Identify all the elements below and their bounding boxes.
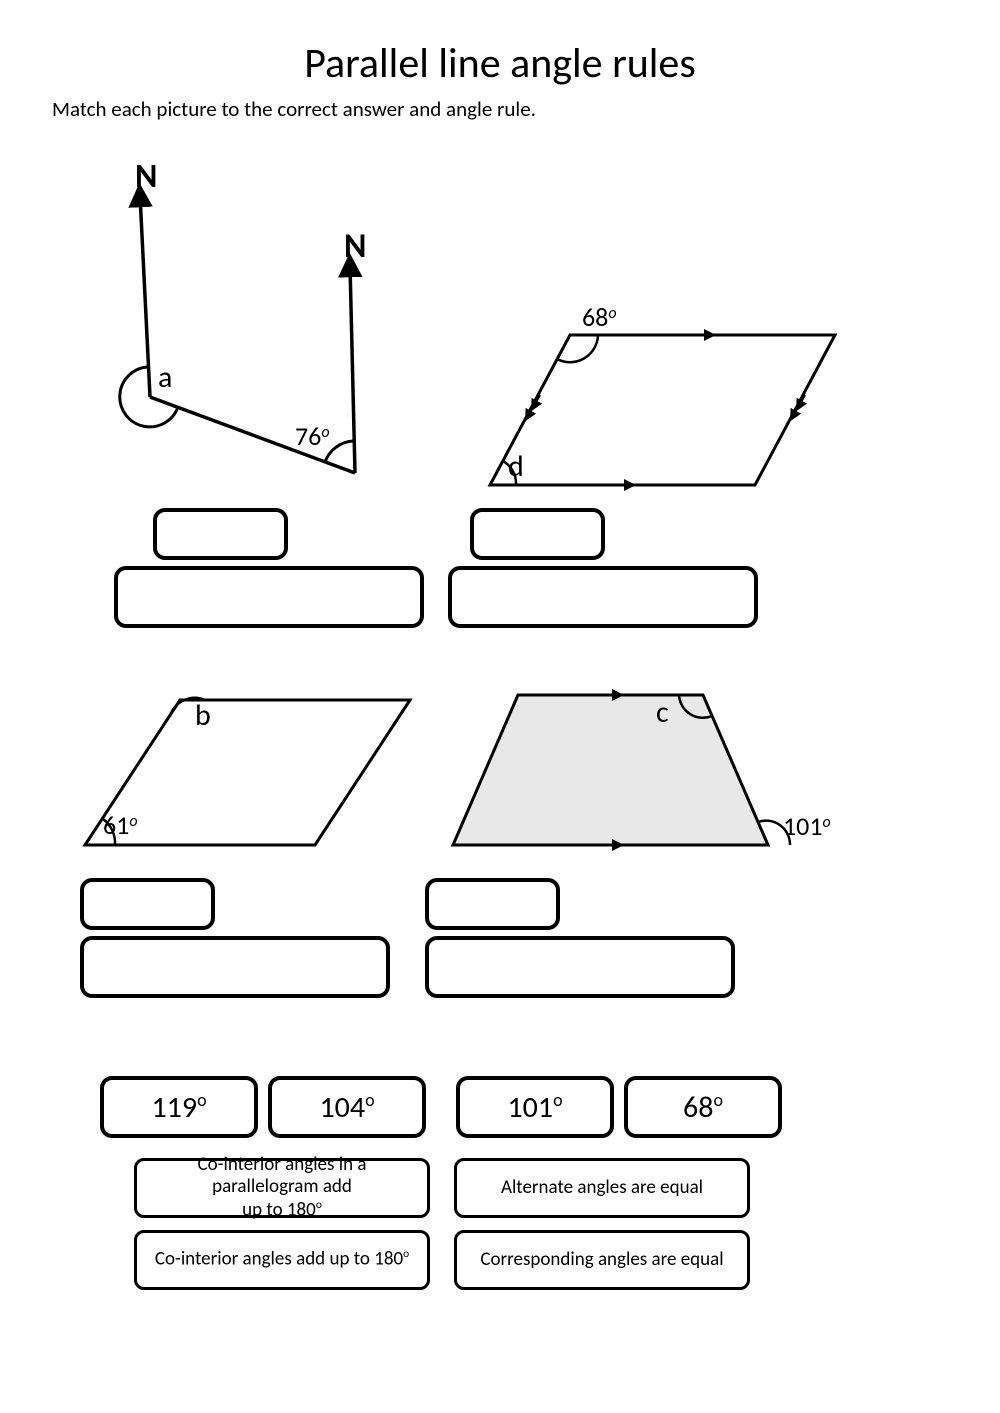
angle-d-label: d xyxy=(508,448,524,485)
answer-box-b[interactable] xyxy=(80,878,215,930)
rule-box-c[interactable] xyxy=(425,936,735,998)
diagram-d: 68o d xyxy=(450,290,870,510)
angle-68-value: 68o xyxy=(582,301,617,333)
answer-101[interactable]: 101o xyxy=(456,1076,614,1138)
rule-cointerior-parallelogram[interactable]: Co-interior angles in a parallelogram ad… xyxy=(134,1158,430,1218)
rule-box-b[interactable] xyxy=(80,936,390,998)
answer-box-d[interactable] xyxy=(470,508,605,560)
angle-101-value: 101o xyxy=(783,810,831,842)
angle-61-value: 61o xyxy=(103,809,138,841)
angle-a-label: a xyxy=(158,359,172,396)
answer-box-c[interactable] xyxy=(425,878,560,930)
rule-corresponding[interactable]: Corresponding angles are equal xyxy=(454,1230,750,1290)
answer-box-a[interactable] xyxy=(153,508,288,560)
angle-b-label: b xyxy=(195,697,211,734)
diagram-b: b 61o xyxy=(65,670,425,870)
diagram-c: c 101o xyxy=(438,670,878,870)
rule-box-a[interactable] xyxy=(114,566,424,628)
rule-alternate[interactable]: Alternate angles are equal xyxy=(454,1158,750,1218)
angle-c-label: c xyxy=(656,694,669,731)
answer-119[interactable]: 119o xyxy=(100,1076,258,1138)
worksheet-page: Parallel line angle rules Match each pic… xyxy=(0,0,1000,1413)
diagram-a: N N a 76o xyxy=(90,165,420,505)
north-label-1: N xyxy=(135,165,157,197)
answer-68[interactable]: 68o xyxy=(624,1076,782,1138)
page-subtitle: Match each picture to the correct answer… xyxy=(52,96,536,122)
rule-box-d[interactable] xyxy=(448,566,758,628)
answer-104[interactable]: 104o xyxy=(268,1076,426,1138)
page-title: Parallel line angle rules xyxy=(0,38,1000,89)
rule-cointerior[interactable]: Co-interior angles add up to 180o xyxy=(134,1230,430,1290)
angle-76-value: 76o xyxy=(295,420,330,452)
north-label-2: N xyxy=(344,226,366,267)
